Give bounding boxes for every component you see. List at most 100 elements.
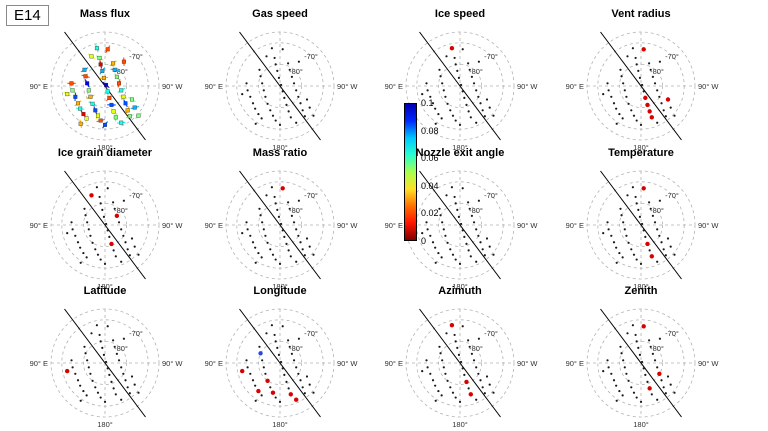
data-point [469, 255, 472, 258]
data-point [458, 262, 462, 265]
data-point [461, 187, 464, 190]
data-point [276, 346, 279, 349]
east-longitude-label: 90° E [205, 221, 223, 230]
data-point [431, 379, 435, 382]
points-layer [421, 46, 495, 126]
west-longitude-label: 90° W [162, 221, 183, 230]
data-point [649, 207, 652, 210]
west-longitude-label: 90° W [517, 82, 538, 91]
data-point [438, 345, 441, 348]
data-point [111, 61, 116, 66]
data-point [254, 107, 257, 110]
subplot-title: Latitude [83, 285, 127, 297]
data-point [83, 345, 86, 348]
subplot-title: Ice grain diameter [57, 147, 153, 159]
data-point [477, 60, 480, 63]
points-layer [65, 324, 140, 403]
data-point [106, 229, 109, 232]
data-point [101, 208, 104, 211]
data-point [271, 114, 275, 117]
data-point [299, 379, 302, 382]
data-point [266, 241, 269, 244]
data-point [666, 375, 670, 378]
lat-80-label: -80° [114, 344, 128, 353]
data-point [612, 102, 616, 105]
data-point [632, 114, 636, 117]
subplot-title: Nozzle exit angle [415, 147, 505, 159]
data-point [610, 234, 613, 237]
data-point [441, 359, 444, 362]
data-point [249, 372, 252, 375]
data-point [485, 375, 489, 378]
subplot-title: Vent radius [611, 8, 671, 20]
highlight-point [641, 47, 646, 52]
lat-70-label: -70° [129, 191, 143, 200]
data-point [119, 120, 124, 125]
data-point [620, 214, 623, 217]
data-point [651, 352, 654, 355]
data-point [434, 384, 437, 387]
data-point [277, 76, 281, 79]
data-point [285, 103, 288, 106]
data-point [451, 114, 455, 117]
subplot-ice-speed: Ice speed -70° -80° 90° E 90° W 180° [375, 6, 545, 154]
data-point [626, 332, 629, 335]
data-point [622, 221, 625, 224]
data-point [71, 228, 74, 231]
data-point [444, 234, 447, 237]
data-point [269, 386, 272, 389]
data-point [442, 366, 445, 369]
data-point [288, 207, 291, 210]
polar-plot: -70°-80° 90° E 90° W 180° [205, 31, 358, 152]
data-point [472, 359, 476, 362]
data-point [485, 98, 489, 101]
data-point [269, 109, 272, 112]
data-point [112, 67, 117, 72]
data-point [121, 59, 126, 64]
data-point [65, 92, 70, 97]
data-point [492, 253, 495, 256]
data-point [637, 346, 640, 349]
data-point [98, 333, 101, 337]
data-point [434, 261, 437, 264]
data-point [114, 393, 117, 396]
data-point [114, 74, 119, 79]
data-point [74, 234, 77, 237]
data-point [100, 68, 105, 73]
colorbar-tick-label: 0.02 [421, 208, 439, 219]
data-point [281, 90, 284, 93]
south-longitude-label: 180° [452, 143, 468, 152]
terminator-line [239, 31, 321, 141]
points-layer [241, 186, 315, 265]
data-point [634, 333, 637, 337]
data-point [91, 379, 94, 382]
terminator-line [600, 170, 682, 280]
data-point [658, 234, 661, 237]
data-point [446, 379, 449, 382]
polar-plot: -70°-80° 90° E 90° W 180° [566, 308, 719, 429]
data-point [631, 186, 634, 189]
subplot-temperature: Temperature -70° -80° 90° E 90° W 180° [556, 145, 726, 293]
data-point [85, 81, 90, 86]
data-point [303, 392, 306, 395]
terminator-line [64, 308, 146, 418]
data-point [439, 352, 442, 355]
data-point [251, 102, 255, 105]
subplot-title: Mass ratio [252, 147, 308, 159]
data-point [79, 399, 82, 402]
data-point [421, 370, 424, 373]
east-longitude-label: 90° E [30, 82, 48, 91]
highlight-point [265, 378, 270, 384]
data-point [297, 199, 300, 202]
data-point [626, 194, 629, 197]
data-point [673, 253, 676, 256]
data-point [658, 337, 661, 340]
data-point [620, 352, 623, 355]
data-point [627, 102, 630, 105]
colorbar: 0.1 0.08 0.06 0.04 0.02 0 [404, 98, 456, 246]
data-point [656, 228, 659, 231]
data-point [615, 399, 618, 402]
data-point [308, 383, 311, 386]
data-point [656, 260, 659, 263]
data-point [445, 55, 448, 58]
